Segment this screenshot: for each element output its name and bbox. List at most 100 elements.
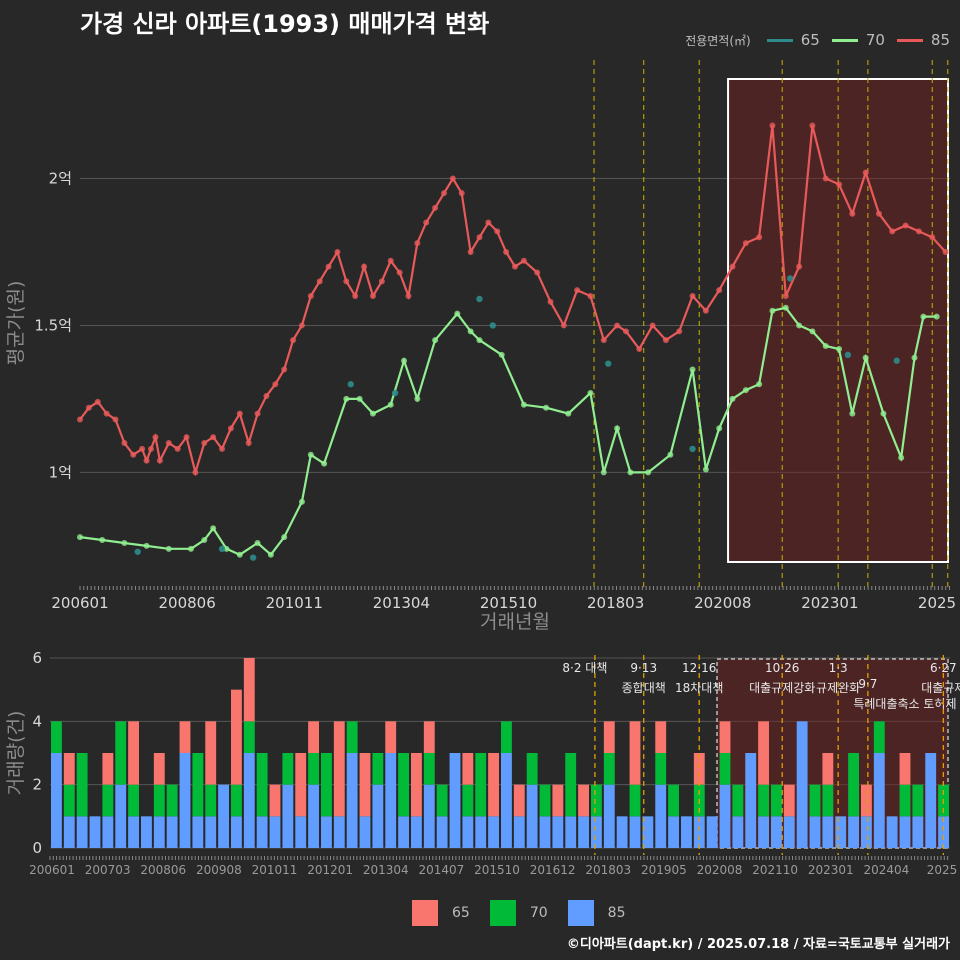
bar-70 <box>192 753 204 817</box>
policy-annotation-label: 12·16 <box>682 661 716 675</box>
bar-65 <box>513 784 525 817</box>
x-tick-label: 200806 <box>158 594 215 612</box>
bar-85 <box>809 816 821 848</box>
data-point-85 <box>902 222 909 229</box>
bar-65 <box>423 721 435 753</box>
bar-85 <box>462 816 474 848</box>
bar-x-tick-label: 202110 <box>752 863 798 877</box>
bar-85 <box>642 816 654 848</box>
data-point-70 <box>267 551 274 558</box>
legend-item-85: 85 <box>896 31 950 49</box>
bar-85 <box>166 816 178 848</box>
data-point-85 <box>361 263 368 270</box>
bar-85 <box>398 816 409 848</box>
data-point-85 <box>143 457 150 464</box>
bar-65 <box>205 721 217 785</box>
data-point-85 <box>174 445 181 452</box>
data-point-70 <box>210 525 217 532</box>
policy-annotation-sublabel: 18차대책 <box>675 680 723 695</box>
data-point-85 <box>662 337 669 344</box>
data-point-70 <box>432 337 439 344</box>
bar-65 <box>603 721 615 753</box>
data-point-85 <box>822 175 829 182</box>
bar-x-tick-label: 201407 <box>418 863 464 877</box>
bar-85 <box>501 753 512 848</box>
data-point-85 <box>316 278 323 285</box>
bar-85 <box>603 784 615 848</box>
data-point-85 <box>689 293 696 300</box>
bar-x-tick-label: 202301 <box>808 863 854 877</box>
bar-70 <box>436 784 448 817</box>
bar-70 <box>282 753 294 785</box>
bar-85 <box>269 816 281 848</box>
data-point-70 <box>898 454 905 461</box>
data-point-85 <box>649 322 656 329</box>
data-point-85 <box>254 410 261 417</box>
data-point-85 <box>165 440 172 447</box>
bar-x-tick-label: 201510 <box>474 863 520 877</box>
bar-85 <box>796 721 808 848</box>
bar-85 <box>385 753 397 848</box>
data-point-70 <box>369 410 376 417</box>
bar-x-minor-ticks <box>49 856 949 860</box>
bar-legend: 65 70 85 <box>412 900 645 926</box>
bar-70 <box>629 784 641 817</box>
bar-65 <box>411 753 422 817</box>
data-point-65 <box>689 445 696 453</box>
legend-item-65: 65 <box>766 31 820 49</box>
bar-x-tick-label: 2025 <box>927 863 958 877</box>
bar-85 <box>578 816 589 848</box>
bar-65 <box>128 721 139 785</box>
bar-85 <box>693 816 705 848</box>
bar-85 <box>719 784 731 848</box>
bar-85 <box>141 816 152 848</box>
data-point-85 <box>782 293 789 300</box>
policy-annotation-sublabel: 대출규제강화 <box>749 681 815 695</box>
data-point-70 <box>702 466 709 473</box>
policy-annotation-label: 6·27 <box>930 661 957 675</box>
bar-70 <box>51 721 62 753</box>
legend-swatch-65 <box>766 38 793 42</box>
bar-85 <box>681 816 692 848</box>
bar-y-tick-label: 2 <box>32 776 42 794</box>
data-point-65 <box>893 357 900 364</box>
bar-65 <box>153 753 165 785</box>
bar-85 <box>192 816 204 848</box>
data-point-85 <box>547 298 554 305</box>
bar-85 <box>771 816 782 848</box>
bar-70 <box>655 753 667 785</box>
bar-65 <box>719 721 731 753</box>
data-point-85 <box>929 234 936 241</box>
policy-annotation-sublabel: 규제완화 <box>816 681 860 695</box>
data-point-70 <box>356 395 363 402</box>
bar-legend-swatch-85 <box>567 900 594 926</box>
data-point-65 <box>218 545 226 553</box>
y-tick-label: 1.5억 <box>34 316 72 334</box>
data-point-70 <box>756 381 763 388</box>
data-point-85 <box>485 219 492 226</box>
data-point-70 <box>782 304 789 311</box>
bar-65 <box>179 721 191 753</box>
data-point-85 <box>307 293 314 300</box>
data-point-70 <box>911 354 918 361</box>
bar-70 <box>501 721 512 753</box>
bar-65 <box>758 721 769 785</box>
data-point-70 <box>614 425 621 432</box>
bar-70 <box>102 784 114 817</box>
data-point-85 <box>494 228 501 235</box>
data-point-70 <box>809 328 816 335</box>
data-point-70 <box>187 545 194 552</box>
line-legend: 전용면적(㎡) 65 70 85 <box>685 31 950 49</box>
bar-85 <box>925 753 937 848</box>
bar-x-tick-label: 200908 <box>196 863 242 877</box>
bar-70 <box>321 753 332 817</box>
bar-y-axis-label: 거래량(건) <box>5 711 27 796</box>
bar-x-tick-label: 200703 <box>85 863 131 877</box>
data-point-85 <box>622 328 629 335</box>
bar-85 <box>423 784 435 848</box>
bar-85 <box>295 816 307 848</box>
bar-85 <box>282 784 294 848</box>
data-point-85 <box>836 181 843 188</box>
bar-legend-label-65: 65 <box>452 905 470 921</box>
bar-85 <box>308 784 319 848</box>
